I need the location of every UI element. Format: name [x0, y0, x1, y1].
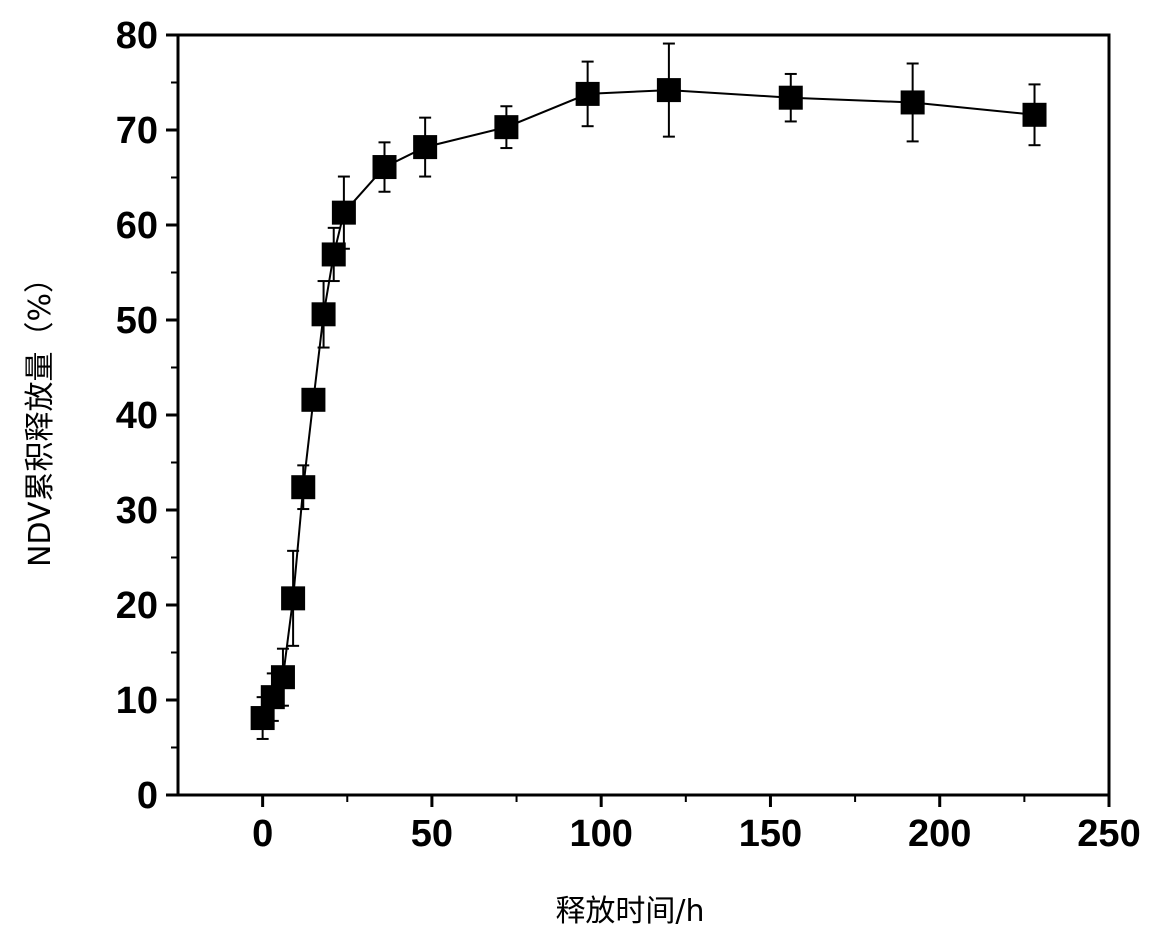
- data-point-marker: [270, 665, 295, 690]
- x-tick-label: 50: [411, 813, 453, 855]
- x-tick-label: 100: [569, 813, 632, 855]
- data-point-marker: [281, 586, 306, 611]
- x-tick-label: 250: [1077, 813, 1140, 855]
- series-line: [261, 89, 1035, 719]
- data-point-marker: [656, 78, 681, 103]
- x-tick-label: 150: [739, 813, 802, 855]
- y-tick-label: 60: [116, 205, 158, 247]
- y-tick-label: 0: [137, 775, 158, 817]
- data-point-marker: [321, 242, 346, 267]
- y-tick-label: 80: [116, 15, 158, 57]
- y-tick-label: 50: [116, 300, 158, 342]
- y-axis-title: NDV累积释放量（%）: [23, 263, 58, 567]
- y-axis: 0 10 20 30 40 50 60 70 80: [116, 15, 178, 817]
- data-point-marker: [778, 85, 803, 110]
- markers-group: [250, 78, 1047, 731]
- y-tick-label: 20: [116, 585, 158, 627]
- error-bars-group: [256, 42, 1041, 740]
- data-point-marker: [311, 302, 336, 327]
- data-point-marker: [250, 706, 275, 731]
- data-point-marker: [291, 475, 316, 500]
- data-point-marker: [494, 115, 519, 140]
- y-tick-label: 30: [116, 490, 158, 532]
- x-tick-label: 200: [908, 813, 971, 855]
- plot-frame: [176, 33, 1111, 797]
- data-point-marker: [900, 90, 925, 115]
- data-point-marker: [372, 155, 397, 180]
- data-point-marker: [575, 81, 600, 106]
- plot-area-border: [176, 33, 1111, 797]
- data-point-marker: [301, 387, 326, 412]
- x-axis-title: 释放时间/h: [555, 894, 704, 929]
- y-tick-label: 10: [116, 680, 158, 722]
- data-point-marker: [413, 135, 438, 160]
- x-tick-label: 0: [252, 813, 273, 855]
- series-line-group: [261, 89, 1035, 719]
- x-axis: 0 50 100 150 200 250: [252, 795, 1141, 855]
- y-tick-label: 70: [116, 110, 158, 152]
- data-point-marker: [1022, 102, 1047, 127]
- data-point-marker: [331, 200, 356, 225]
- y-tick-label: 40: [116, 395, 158, 437]
